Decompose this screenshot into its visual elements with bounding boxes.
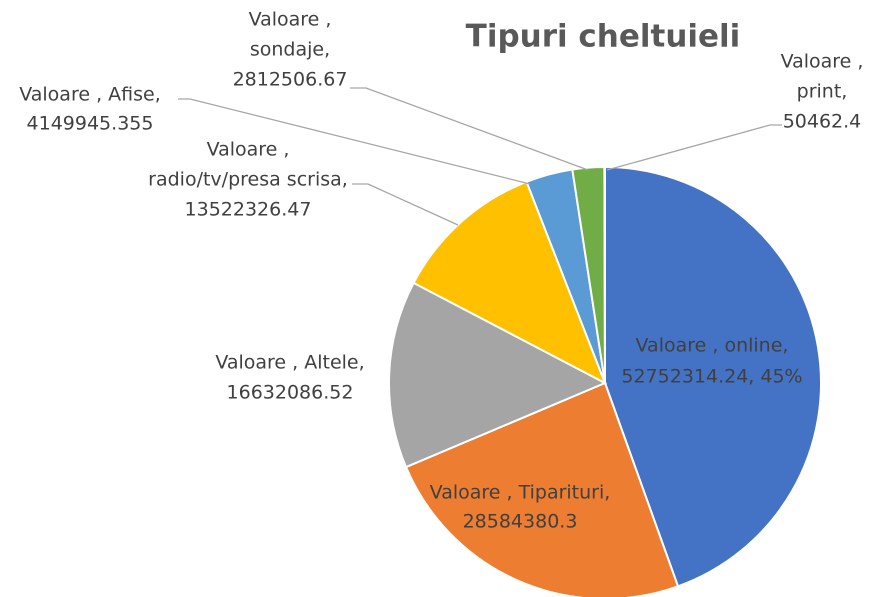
data-label: Valoare , online, [636,335,789,357]
chart-title: Tipuri cheltuieli [466,19,741,55]
data-label: 4149945.355 [27,113,154,135]
data-label: print, [797,81,848,103]
leader-line [178,98,531,185]
data-label: Valoare , [207,139,290,161]
data-label: 2812506.67 [233,69,348,91]
pie-slice [603,165,606,384]
leader-line [352,183,459,226]
data-label: 13522326.47 [185,199,312,221]
leader-line [350,87,589,171]
pie-slice [404,381,680,597]
pie-slice [388,281,608,469]
data-label: 52752314.24, 45% [621,366,802,388]
data-label: Valoare , Tiparituri, [430,482,611,504]
data-label: Valoare , Altele, [215,352,364,374]
data-label: 50462.4 [783,111,862,133]
data-label: radio/tv/presa scrisa, [148,169,348,191]
data-label: 28584380.3 [463,511,578,533]
leader-line [606,124,782,171]
data-label: Valoare , [781,51,864,73]
pie-slice [412,180,607,386]
data-label: Valoare , [249,9,332,31]
pie-slice [604,165,822,588]
data-label: 16632086.52 [227,382,354,404]
data-label: Valoare , Afise, [19,84,161,106]
data-label: sondaje, [250,39,330,61]
